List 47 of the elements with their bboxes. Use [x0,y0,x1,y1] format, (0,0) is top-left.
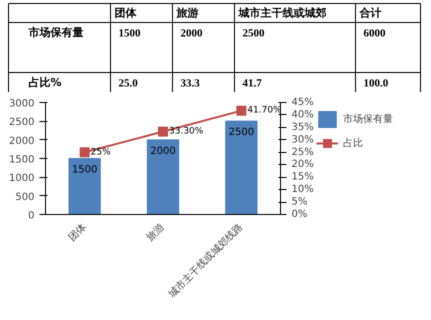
bar [146,139,180,214]
data-label: 1500 [72,164,98,176]
y-tick-label: 3000 [9,98,35,110]
x-tick-label: 团体 [66,220,89,244]
category-label: 城市主干线或城郊 [238,6,326,20]
data-label: 6000 [364,28,386,40]
y2-tick-label: 15% [292,172,314,183]
y-tick-label: 1000 [9,173,35,184]
y-tick-label: 1500 [9,154,35,166]
data-label: 2500 [242,28,265,40]
point [158,126,168,137]
bar [68,158,101,214]
point [236,106,246,116]
x-tick-label: 旅游 [144,220,167,244]
y2-tick-label: 45% [292,97,314,108]
data-label: 2500 [228,127,254,138]
y2-tick-label: 20% [292,159,314,170]
category-label: 合计 [358,6,382,20]
legend-label: 市场保有量 [343,112,393,126]
data-label: 41.7 [242,78,262,90]
data-label: 2000 [150,146,176,157]
data-label: 33.30% [169,126,204,137]
y-tick-label: 500 [15,192,35,203]
category-label: 团体 [114,6,138,20]
point [80,147,90,158]
y2-tick-label: 10% [292,184,314,196]
data-label: 33.3 [180,78,200,90]
y2-tick-label: 30% [292,134,314,146]
category-label: 旅游 [176,6,198,20]
y2-tick-label: 40% [292,109,314,120]
y2-tick-label: 5% [292,196,308,208]
y2-tick-label: 35% [292,122,314,133]
data-label: 1500 [118,28,141,40]
data-label: 25% [90,147,112,158]
data-label: 2000 [180,28,203,40]
legend-label: 占比 [343,136,363,150]
data-label: 25.0 [118,78,138,90]
y-tick-label: 2000 [9,136,35,147]
y-tick-label: 2500 [9,117,35,128]
x-tick-label: 城市主干线或城郊线路 [165,220,246,301]
bar [225,120,258,214]
text: 占比% [28,76,62,89]
series-label: 市场保有量 [28,26,84,39]
y2-tick-label: 25% [292,146,314,158]
y2-tick-label: 0% [292,209,308,220]
data-label: 100.0 [364,78,389,90]
y-tick-label: 0 [28,210,35,222]
